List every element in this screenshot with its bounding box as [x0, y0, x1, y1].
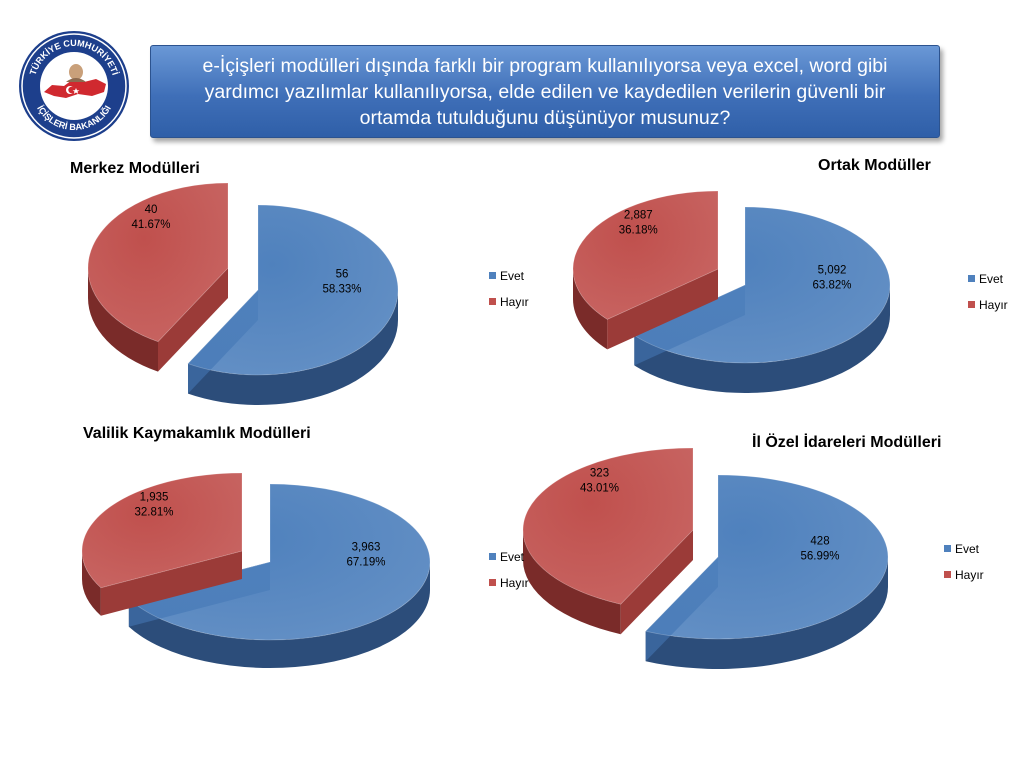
pie-slice-hayir: 2,887 36.18%	[572, 190, 719, 350]
pie-slice-side	[82, 551, 101, 616]
pie-slice-top	[187, 204, 399, 376]
question-text: e-İçişleri modülleri dışında farklı bir …	[202, 54, 888, 129]
pie-slice-side	[128, 562, 431, 669]
legend-label: Hayır	[500, 575, 529, 590]
legend-item-hayir: Hayır	[968, 297, 1008, 312]
legend-label: Evet	[500, 268, 525, 283]
legend-label: Evet	[955, 541, 980, 556]
legend-label: Evet	[979, 271, 1004, 286]
legend-ortak: Evet Hayır	[968, 272, 1008, 324]
pie-slice-top	[81, 472, 243, 589]
pie-slice-wall	[100, 551, 243, 616]
legend-item-hayir: Hayır	[489, 575, 529, 590]
pie-slice-top	[87, 182, 229, 343]
ministry-logo: TÜRKİYE CUMHURİYETİ İÇİŞLERİ BAKANLIĞI	[19, 31, 129, 141]
legend-item-hayir: Hayır	[489, 294, 529, 309]
data-label-value: 323	[590, 468, 609, 480]
pie-slice-hayir: 323 43.01%	[522, 447, 694, 635]
data-label-value: 5,092	[818, 264, 847, 276]
legend-merkez: Evet Hayır	[489, 269, 529, 321]
pie-slice-hayir: 1,935 32.81%	[81, 472, 243, 616]
data-label-value: 1,935	[140, 491, 169, 503]
pie-slice-top	[572, 190, 719, 320]
pie-slice-wall	[158, 268, 228, 372]
legend-item-evet: Evet	[944, 541, 984, 556]
pie-slice-side	[634, 285, 890, 394]
pie-slice-side	[645, 557, 888, 669]
legend-item-evet: Evet	[968, 271, 1008, 286]
data-label-value: 428	[810, 536, 829, 548]
pie-slice-wall	[607, 269, 718, 350]
legend-item-evet: Evet	[489, 549, 529, 564]
pie-slice-side	[188, 290, 398, 405]
data-label-percent: 58.33%	[322, 283, 361, 295]
pie-slice-top	[644, 474, 889, 640]
pie-slice-side	[523, 530, 621, 635]
data-label-percent: 43.01%	[580, 483, 619, 495]
legend-label: Hayır	[955, 567, 984, 582]
pie-slice-evet: 5,092 63.82%	[633, 206, 891, 394]
pie-slice-evet: 56 58.33%	[187, 204, 399, 405]
data-label-percent: 67.19%	[346, 556, 385, 568]
pie-slice-top	[633, 206, 891, 364]
chart-title-valilik: Valilik Kaymakamlık Modülleri	[83, 425, 311, 442]
data-label-value: 2,887	[624, 209, 653, 221]
data-label-percent: 41.67%	[131, 219, 170, 231]
legend-il-ozel: Evet Hayır	[944, 542, 984, 594]
pie-slice-side	[88, 268, 158, 372]
data-label-percent: 32.81%	[134, 506, 173, 518]
chart-title-ortak: Ortak Modüller	[818, 157, 931, 174]
pie-slice-top	[128, 483, 431, 641]
legend-label: Hayır	[979, 297, 1008, 312]
legend-item-hayir: Hayır	[944, 567, 984, 582]
legend-item-evet: Evet	[489, 268, 529, 283]
data-label-value: 40	[145, 204, 158, 216]
question-banner: e-İçişleri modülleri dışında farklı bir …	[150, 45, 940, 138]
data-label-percent: 63.82%	[812, 279, 851, 291]
legend-label: Evet	[500, 549, 525, 564]
pie-slice-hayir: 40 41.67%	[87, 182, 229, 372]
pie-slice-evet: 428 56.99%	[644, 474, 889, 669]
pie-slice-wall	[620, 530, 693, 635]
chart-title-il-ozel: İl Özel İdareleri Modülleri	[752, 434, 942, 451]
chart-title-merkez: Merkez Modülleri	[70, 160, 200, 177]
pie-slice-side	[573, 269, 608, 350]
data-label-percent: 56.99%	[800, 551, 839, 563]
legend-label: Hayır	[500, 294, 529, 309]
data-label-value: 56	[336, 268, 349, 280]
legend-valilik: Evet Hayır	[489, 550, 529, 602]
data-label-percent: 36.18%	[619, 224, 658, 236]
pie-slice-top	[522, 447, 694, 605]
data-label-value: 3,963	[352, 541, 381, 553]
